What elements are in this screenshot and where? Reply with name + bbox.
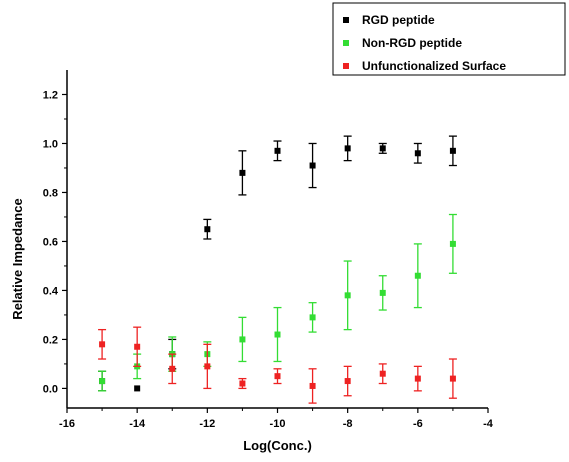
data-point	[239, 380, 246, 387]
legend: RGD peptide Non-RGD peptide Unfunctionaliz…	[332, 2, 566, 76]
data-point	[239, 336, 246, 343]
y-tick-label: 1.0	[43, 138, 58, 150]
y-tick-label: 0.4	[43, 285, 59, 297]
data-point	[449, 147, 456, 154]
x-tick-label: -4	[483, 418, 494, 430]
data-point	[449, 375, 456, 382]
y-tick-label: 1.2	[43, 89, 58, 101]
data-point	[379, 370, 386, 377]
legend-label: Non-RGD peptide	[362, 36, 462, 50]
data-point	[449, 240, 456, 247]
x-tick-label: -16	[59, 418, 75, 430]
series-2	[98, 326, 457, 404]
data-point	[204, 363, 211, 370]
legend-marker	[343, 40, 349, 46]
y-tick-label: 0.8	[43, 187, 58, 199]
data-point	[134, 385, 141, 392]
data-point	[344, 292, 351, 299]
data-point	[99, 341, 106, 348]
legend-label: RGD peptide	[362, 13, 435, 27]
data-point	[239, 169, 246, 176]
y-axis: 0.0 0.2 0.4 0.6 0.8 1.0 1.2	[43, 89, 67, 395]
data-point	[274, 373, 281, 380]
data-point	[344, 145, 351, 152]
data-point	[274, 147, 281, 154]
data-point	[274, 331, 281, 338]
x-tick-label: -6	[413, 418, 423, 430]
data-point	[99, 378, 106, 385]
data-point	[309, 314, 316, 321]
x-axis: -16 -14 -12 -10 -8 -6 -4	[59, 408, 494, 430]
data-point	[309, 162, 316, 169]
data-point	[134, 343, 141, 350]
y-axis-title: Relative Impedance	[10, 198, 25, 319]
series-layer	[98, 135, 457, 404]
data-point	[414, 272, 421, 279]
data-point	[204, 226, 211, 233]
x-tick-label: -10	[270, 418, 286, 430]
x-tick-label: -8	[343, 418, 353, 430]
legend-label: Unfunctionalized Surface	[362, 59, 506, 73]
data-point	[169, 365, 176, 372]
x-tick-label: -14	[129, 418, 146, 430]
data-point	[414, 150, 421, 157]
data-point	[379, 145, 386, 152]
data-point	[344, 378, 351, 385]
y-tick-label: 0.2	[43, 334, 58, 346]
legend-marker	[343, 17, 349, 23]
y-tick-label: 0.0	[43, 383, 58, 395]
y-tick-label: 0.6	[43, 236, 58, 248]
legend-marker	[343, 63, 349, 69]
x-tick-label: -12	[199, 418, 215, 430]
data-point	[379, 289, 386, 296]
legend-box	[332, 2, 566, 76]
x-axis-title: Log(Conc.)	[243, 438, 312, 453]
data-point	[414, 375, 421, 382]
data-point	[309, 382, 316, 389]
